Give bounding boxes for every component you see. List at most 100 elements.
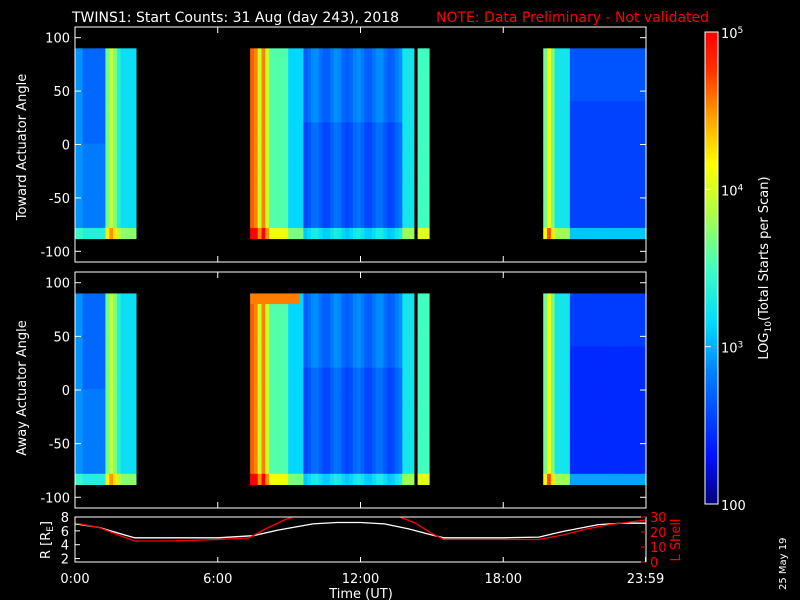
heatmap-cell	[265, 122, 270, 134]
heatmap-cell	[387, 185, 392, 197]
heatmap-cell	[566, 335, 571, 348]
heatmap-cell	[543, 48, 548, 60]
heatmap-cell	[604, 304, 609, 316]
heatmap-cell	[322, 357, 327, 369]
heatmap-cell	[375, 420, 381, 432]
heatmap-cell	[543, 293, 548, 305]
heatmap-cell	[577, 314, 582, 326]
heatmap-cell	[607, 80, 613, 92]
heatmap-cell	[390, 175, 396, 187]
heatmap-cell	[394, 58, 400, 71]
heatmap-cell	[90, 293, 95, 305]
heatmap-cell	[349, 463, 354, 475]
heatmap-cell	[356, 153, 362, 166]
heatmap-cell	[379, 367, 384, 379]
heatmap-cell	[600, 227, 605, 240]
heatmap-cell	[588, 293, 594, 305]
heatmap-cell	[562, 122, 567, 134]
heatmap-cell	[105, 164, 110, 176]
heatmap-cell	[261, 314, 266, 326]
heatmap-cell	[265, 314, 270, 326]
heatmap-cell	[356, 335, 362, 348]
heatmap-cell	[90, 346, 95, 358]
heatmap-cell	[341, 420, 346, 432]
heatmap-cell	[360, 431, 365, 443]
heatmap-cell	[356, 80, 362, 92]
heatmap-cell	[577, 196, 582, 208]
heatmap-cell	[326, 314, 331, 326]
heatmap-cell	[303, 388, 308, 401]
heatmap-cell	[383, 58, 388, 71]
heatmap-cell	[577, 463, 582, 475]
heatmap-cell	[303, 48, 308, 60]
heatmap-cell	[619, 304, 624, 316]
heatmap-cell	[379, 69, 384, 81]
heatmap-cell	[581, 452, 586, 464]
heatmap-cell	[265, 304, 270, 316]
heatmap-cell	[341, 441, 346, 454]
heatmap-cell	[82, 399, 88, 411]
heatmap-cell	[623, 80, 628, 92]
heatmap-cell	[78, 111, 84, 123]
heatmap-cell	[390, 69, 396, 81]
heatmap-cell	[562, 132, 567, 145]
heatmap-cell	[330, 346, 335, 358]
heatmap-cell	[253, 227, 259, 240]
heatmap-cell	[390, 304, 396, 316]
heatmap-cell	[638, 410, 643, 422]
heatmap-cell	[368, 90, 373, 102]
heatmap-cell	[360, 367, 365, 379]
heatmap-cell	[360, 473, 365, 485]
heatmap-cell	[253, 314, 259, 326]
heatmap-cell	[638, 90, 643, 102]
heatmap-cell	[630, 227, 636, 240]
heatmap-cell	[288, 388, 293, 401]
heatmap-cell	[569, 378, 575, 390]
heatmap-cell	[554, 399, 560, 411]
heatmap-cell	[573, 431, 579, 443]
heatmap-cell	[97, 420, 103, 432]
heatmap-cell	[341, 58, 346, 71]
heatmap-cell	[352, 217, 358, 229]
heatmap-cell	[375, 80, 381, 92]
heatmap-cell	[588, 227, 594, 240]
heatmap-cell	[375, 48, 381, 60]
heatmap-cell	[581, 314, 586, 326]
heatmap-cell	[322, 378, 327, 390]
heatmap-cell	[253, 153, 259, 166]
heatmap-cell	[573, 463, 579, 475]
heatmap-cell	[265, 175, 270, 187]
heatmap-cell	[356, 420, 362, 432]
heatmap-cell	[581, 357, 586, 369]
heatmap-cell	[352, 452, 358, 464]
heatmap-cell	[588, 441, 594, 454]
heatmap-cell	[547, 153, 552, 166]
heatmap-cell	[132, 132, 137, 145]
heatmap-cell	[120, 399, 126, 411]
heatmap-cell	[417, 420, 423, 432]
heatmap-cell	[569, 143, 575, 155]
heatmap-cell	[257, 304, 263, 316]
heatmap-cell	[101, 367, 107, 379]
heatmap-cell	[105, 378, 110, 390]
heatmap-cell	[554, 346, 560, 358]
heatmap-cell	[611, 164, 617, 176]
heatmap-cell	[611, 293, 617, 305]
heatmap-cell	[585, 111, 590, 123]
heatmap-cell	[250, 314, 255, 326]
x-tick-label: 0:00	[60, 572, 89, 587]
heatmap-cell	[379, 452, 384, 464]
heatmap-cell	[626, 314, 632, 326]
heatmap-cell	[341, 48, 346, 60]
heatmap-cell	[272, 420, 278, 432]
heatmap-cell	[101, 164, 107, 176]
heatmap-cell	[364, 388, 369, 401]
heatmap-cell	[619, 378, 624, 390]
heatmap-cell	[326, 69, 331, 81]
heatmap-cell	[307, 153, 312, 166]
heatmap-cell	[592, 196, 598, 208]
heatmap-cell	[322, 227, 327, 240]
heatmap-cell	[132, 441, 137, 454]
heatmap-cell	[543, 304, 548, 316]
